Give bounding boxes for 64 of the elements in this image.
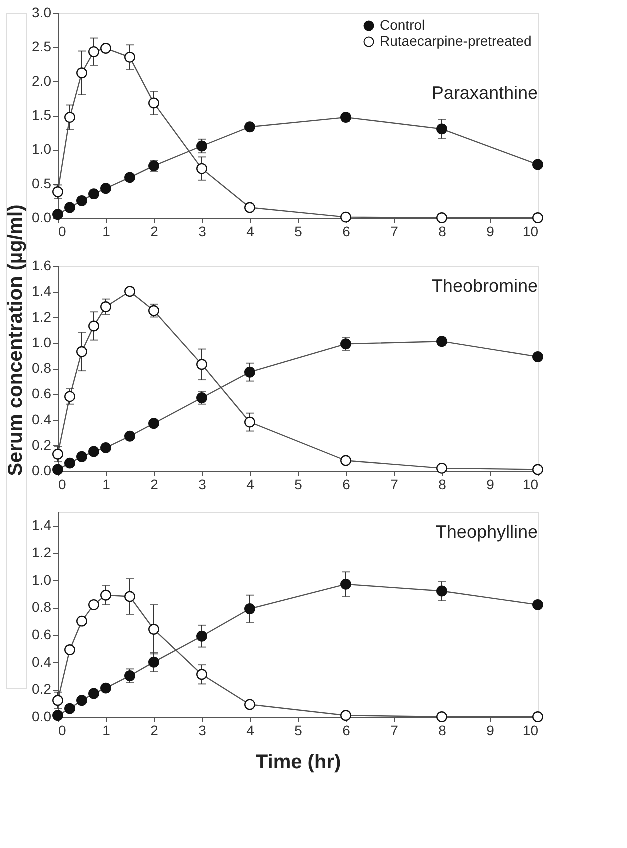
y-tick-label: 0.2 bbox=[32, 681, 52, 698]
x-tick-label: 5 bbox=[294, 224, 303, 240]
y-tick-label: 1.4 bbox=[32, 517, 52, 534]
x-tick-label: 5 bbox=[294, 476, 303, 492]
y-tick-label: 1.2 bbox=[32, 544, 52, 560]
x-tick-label: 9 bbox=[486, 722, 495, 738]
x-tick-label: 1 bbox=[102, 476, 111, 492]
y-tick-label: 0.8 bbox=[32, 360, 52, 376]
y-tick-label: 0.6 bbox=[32, 626, 52, 642]
y-tick-label: 3.0 bbox=[32, 4, 52, 20]
y-tick-label: 0.5 bbox=[32, 175, 52, 192]
x-tick-label: 9 bbox=[486, 476, 495, 492]
legend-label: Rutaecarpine-pretreated bbox=[380, 33, 532, 49]
x-tick-label: 7 bbox=[390, 722, 399, 738]
y-tick-label: 0.0 bbox=[32, 462, 52, 478]
x-tick-label: 10 bbox=[522, 476, 539, 492]
y-tick-label: 0.6 bbox=[32, 386, 52, 402]
y-tick-label: 0.4 bbox=[32, 411, 52, 428]
y-tick-label: 0.2 bbox=[32, 436, 52, 453]
text: Paraxanthine bbox=[432, 83, 538, 103]
y-tick-label: 1.0 bbox=[32, 334, 52, 350]
x-tick-label: 6 bbox=[342, 224, 351, 240]
x-tick-label: 1 bbox=[102, 224, 111, 240]
text: Theobromine bbox=[432, 276, 538, 296]
x-tick-label: 3 bbox=[198, 722, 207, 738]
y-tick-label: 2.0 bbox=[32, 72, 52, 89]
x-tick-label: 10 bbox=[522, 722, 539, 738]
x-tick-label: 8 bbox=[438, 722, 447, 738]
x-tick-label: 2 bbox=[150, 722, 159, 738]
y-axis-title: Serum concentration (µg/ml) bbox=[5, 204, 27, 476]
x-tick-label: 1 bbox=[102, 722, 111, 738]
x-tick-label: 0 bbox=[58, 224, 66, 240]
y-tick-label: 1.6 bbox=[32, 258, 52, 274]
x-tick-label: 5 bbox=[294, 722, 303, 738]
legend-label: Control bbox=[380, 17, 426, 33]
y-tick-label: 2.5 bbox=[32, 38, 52, 55]
y-tick-label: 1.2 bbox=[32, 308, 52, 325]
y-tick-label: 0.0 bbox=[32, 210, 52, 226]
x-tick-label: 4 bbox=[246, 224, 255, 240]
y-tick-label: 1.4 bbox=[32, 283, 52, 300]
x-tick-label: 4 bbox=[246, 476, 255, 492]
y-tick-label: 0.4 bbox=[32, 654, 52, 670]
x-tick-label: 9 bbox=[486, 224, 495, 240]
x-tick-label: 2 bbox=[150, 224, 159, 240]
text: Theophylline bbox=[436, 522, 538, 542]
x-tick-label: 3 bbox=[198, 224, 207, 240]
x-tick-label: 8 bbox=[438, 476, 447, 492]
x-axis-title: Time (hr) bbox=[256, 752, 342, 774]
x-tick-label: 0 bbox=[58, 722, 66, 738]
x-tick-label: 3 bbox=[198, 476, 207, 492]
x-tick-label: 4 bbox=[246, 722, 255, 738]
x-tick-label: 8 bbox=[438, 224, 447, 240]
y-tick-label: 1.0 bbox=[32, 141, 52, 158]
x-tick-label: 0 bbox=[58, 476, 66, 492]
y-tick-label: 0.8 bbox=[32, 599, 52, 616]
x-tick-label: 6 bbox=[342, 722, 351, 738]
x-tick-label: 10 bbox=[522, 224, 539, 240]
x-tick-label: 7 bbox=[390, 224, 399, 240]
y-tick-label: 0.0 bbox=[32, 708, 52, 724]
x-tick-label: 2 bbox=[150, 476, 159, 492]
y-tick-label: 1.5 bbox=[32, 107, 52, 123]
x-tick-label: 7 bbox=[390, 476, 399, 492]
x-tick-label: 6 bbox=[342, 476, 351, 492]
y-tick-label: 1.0 bbox=[32, 572, 52, 588]
